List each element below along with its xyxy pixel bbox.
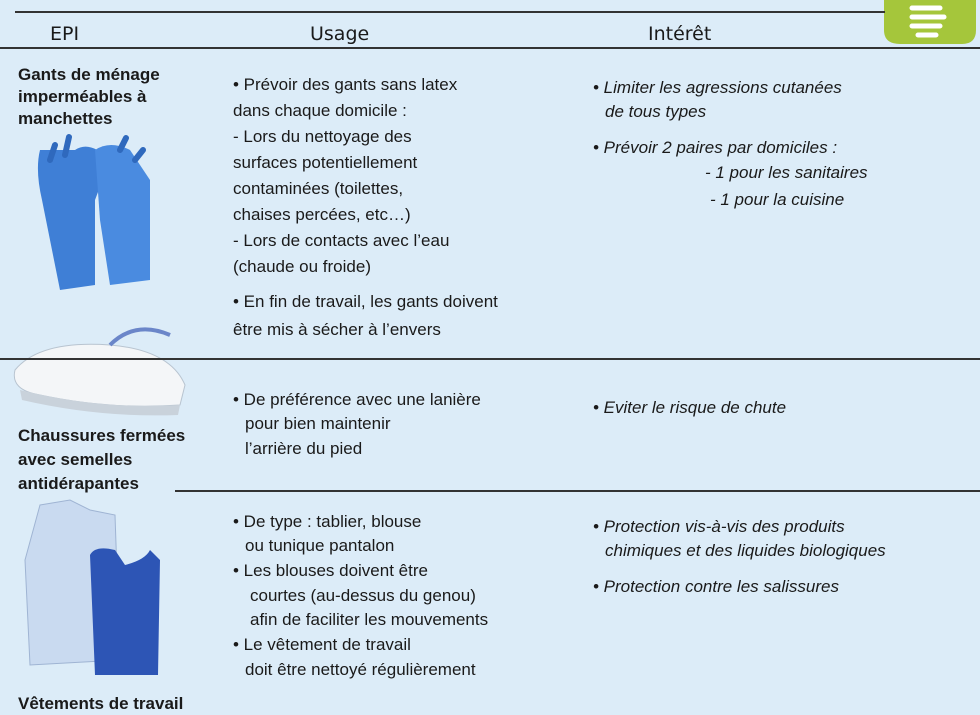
usage-text: - Lors du nettoyage des [233,127,412,146]
usage-text: ou tunique pantalon [245,536,395,555]
usage-text: (chaude ou froide) [233,257,371,276]
usage-text: courtes (au-dessus du genou) [250,586,476,605]
usage-text: • De préférence avec une lanière [233,390,481,409]
row-rule [0,358,980,360]
column-header: EPI [50,23,80,45]
usage-text: contaminées (toilettes, [233,179,404,198]
usage-text: • Les blouses doivent être [233,561,428,580]
clothes-image [24,499,160,675]
epi-name: Vêtements de travail [18,694,184,713]
header-top-rule [15,11,885,13]
interet-text: • Prévoir 2 paires par domiciles : [593,138,838,157]
interet-text: • Limiter les agressions cutanées [593,78,842,97]
clog-image [13,327,186,416]
usage-text: doit être nettoyé régulièrement [245,660,476,679]
usage-text: • En fin de travail, les gants doivent [233,292,498,311]
usage-text: être mis à sécher à l’envers [233,320,441,339]
row-rule [175,490,980,492]
header-bottom-rule [0,47,980,49]
epi-name: Gants de ménage [18,65,160,84]
interet-text: • Eviter le risque de chute [593,398,787,417]
epi-name: imperméables à [18,87,147,106]
interet-text: • Protection vis-à-vis des produits [593,517,845,536]
usage-text: pour bien maintenir [245,414,391,433]
epi-name: avec semelles [18,450,133,469]
usage-text: dans chaque domicile : [233,101,407,120]
interet-text: de tous types [605,102,707,121]
usage-text: • Prévoir des gants sans latex [233,75,458,94]
interet-text: chimiques et des liquides biologiques [605,541,886,560]
column-header: Usage [310,23,370,45]
interet-text: - 1 pour les sanitaires [705,163,868,182]
interet-text: - 1 pour la cuisine [710,190,845,209]
usage-text: • De type : tablier, blouse [233,512,422,531]
usage-text: chaises percées, etc…) [233,205,411,224]
usage-text: - Lors de contacts avec l’eau [233,231,450,250]
epi-name: manchettes [18,109,113,128]
usage-text: afin de faciliter les mouvements [250,610,489,629]
epi-name: antidérapantes [18,474,139,493]
usage-text: • Le vêtement de travail [233,635,411,654]
gloves-image [37,134,150,290]
interet-text: • Protection contre les salissures [593,577,839,596]
usage-text: surfaces potentiellement [233,153,418,172]
hand-icon [884,0,976,44]
epi-name: Chaussures fermées [18,426,186,445]
usage-text: l’arrière du pied [245,439,363,458]
column-header: Intérêt [648,23,712,45]
